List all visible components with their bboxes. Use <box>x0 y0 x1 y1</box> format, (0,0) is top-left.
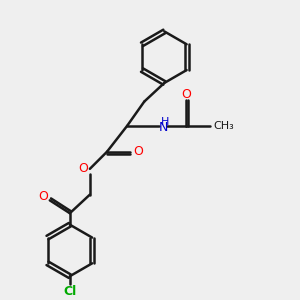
Text: O: O <box>182 88 191 101</box>
Text: O: O <box>134 145 143 158</box>
Text: CH₃: CH₃ <box>213 121 234 131</box>
Text: O: O <box>38 190 48 202</box>
Text: H: H <box>161 117 169 127</box>
Text: O: O <box>78 162 88 175</box>
Text: N: N <box>159 121 168 134</box>
Text: Cl: Cl <box>63 285 76 298</box>
